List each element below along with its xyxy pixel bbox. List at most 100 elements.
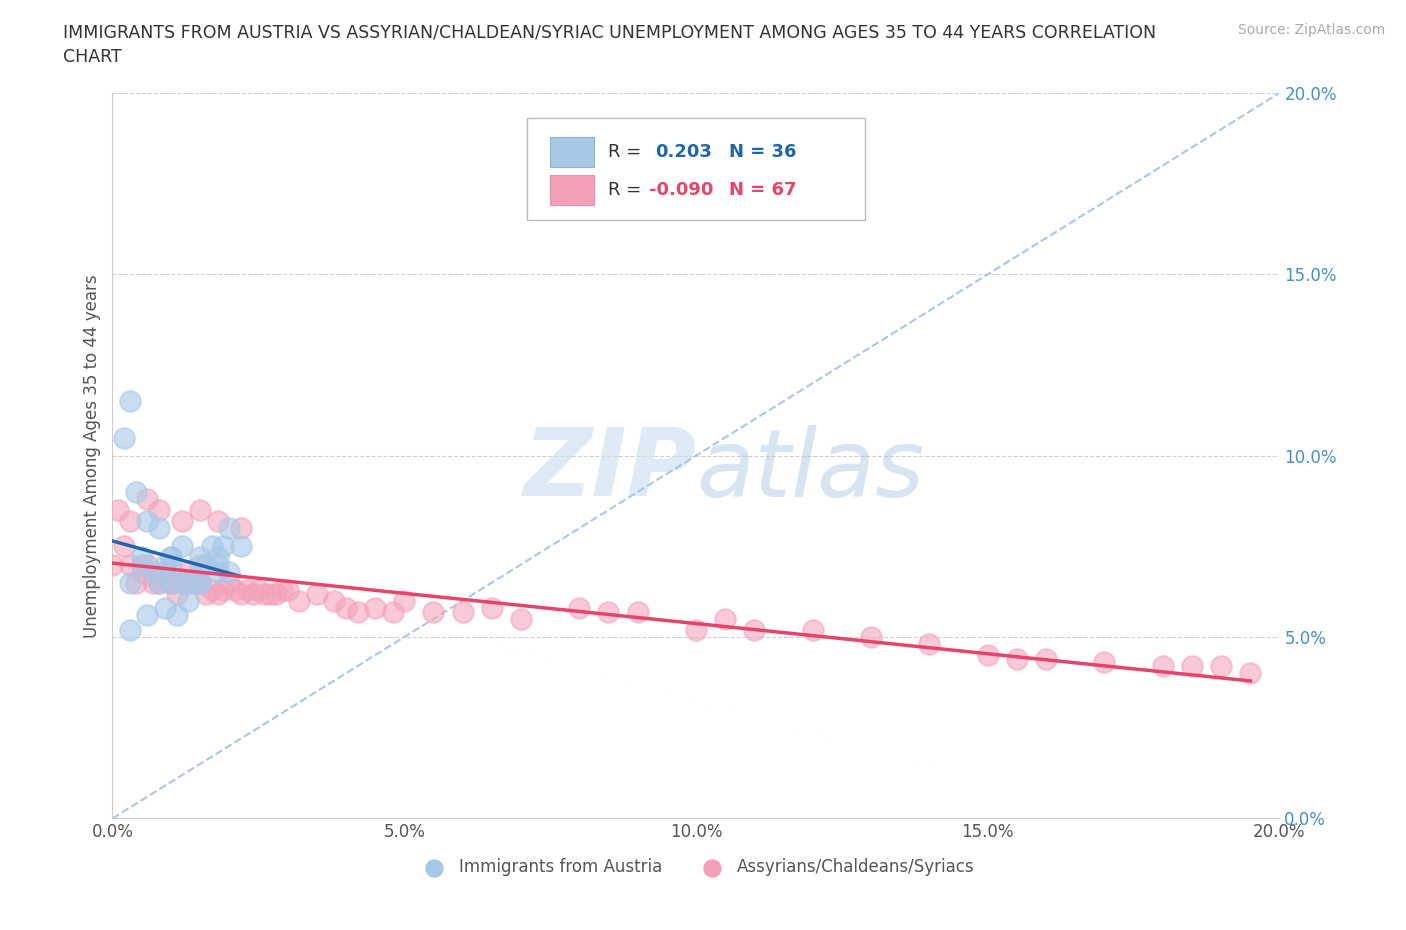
Text: ZIP: ZIP [523, 424, 696, 516]
Point [207, 586, 229, 601]
Point [131, 550, 153, 565]
Point [1181, 658, 1204, 673]
Point [685, 622, 707, 637]
Point [172, 513, 194, 528]
Point [276, 582, 298, 597]
Point [136, 557, 159, 572]
Point [148, 502, 170, 517]
Point [714, 612, 737, 627]
Point [188, 550, 211, 565]
Point [224, 582, 246, 597]
Point [860, 630, 883, 644]
Point [166, 586, 188, 601]
Point [381, 604, 404, 619]
Point [188, 502, 211, 517]
Text: CHART: CHART [63, 48, 122, 66]
Point [212, 539, 235, 554]
FancyBboxPatch shape [527, 118, 865, 220]
Point [112, 430, 135, 445]
Point [112, 539, 135, 554]
Text: -0.090: -0.090 [650, 181, 714, 199]
Y-axis label: Unemployment Among Ages 35 to 44 years: Unemployment Among Ages 35 to 44 years [83, 274, 101, 637]
Point [229, 586, 252, 601]
Point [1005, 651, 1028, 666]
Point [323, 593, 346, 608]
Point [131, 557, 153, 572]
Point [166, 608, 188, 623]
Point [305, 586, 328, 601]
Point [153, 601, 176, 616]
Point [172, 575, 194, 591]
Point [212, 582, 235, 597]
Point [118, 513, 141, 528]
Point [101, 557, 124, 572]
Point [131, 565, 153, 579]
Text: atlas: atlas [696, 425, 924, 516]
Point [160, 550, 183, 565]
Point [207, 550, 229, 565]
Point [207, 557, 229, 572]
Point [194, 557, 217, 572]
Point [160, 575, 183, 591]
Point [194, 586, 217, 601]
Point [264, 586, 287, 601]
Point [1035, 651, 1057, 666]
FancyBboxPatch shape [550, 175, 595, 206]
Point [142, 565, 165, 579]
Point [1209, 658, 1232, 673]
Point [218, 565, 240, 579]
Point [201, 539, 224, 554]
Legend: Immigrants from Austria, Assyrians/Chaldeans/Syriacs: Immigrants from Austria, Assyrians/Chald… [411, 851, 981, 883]
Point [801, 622, 824, 637]
Point [153, 557, 176, 572]
Text: N = 67: N = 67 [728, 181, 796, 199]
Point [188, 575, 211, 591]
Point [118, 575, 141, 591]
Point [136, 492, 159, 507]
Point [259, 586, 281, 601]
Point [288, 593, 311, 608]
Point [229, 539, 252, 554]
Point [183, 575, 205, 591]
Text: IMMIGRANTS FROM AUSTRIA VS ASSYRIAN/CHALDEAN/SYRIAC UNEMPLOYMENT AMONG AGES 35 T: IMMIGRANTS FROM AUSTRIA VS ASSYRIAN/CHAL… [63, 23, 1156, 41]
Point [153, 565, 176, 579]
Point [188, 575, 211, 591]
Point [107, 502, 129, 517]
Point [177, 593, 200, 608]
Point [364, 601, 387, 616]
Point [451, 604, 474, 619]
Point [118, 557, 141, 572]
Point [188, 575, 211, 591]
Point [172, 539, 194, 554]
Point [172, 575, 194, 591]
Point [1239, 666, 1261, 681]
Point [188, 557, 211, 572]
Point [207, 513, 229, 528]
Point [976, 648, 998, 663]
Text: R =: R = [609, 143, 647, 161]
Point [148, 575, 170, 591]
Point [160, 575, 183, 591]
Point [247, 582, 270, 597]
Point [118, 394, 141, 409]
Point [160, 550, 183, 565]
Point [568, 601, 591, 616]
Point [125, 575, 148, 591]
Text: Source: ZipAtlas.com: Source: ZipAtlas.com [1237, 23, 1385, 37]
Point [229, 521, 252, 536]
Point [509, 612, 531, 627]
Text: N = 36: N = 36 [728, 143, 796, 161]
Point [1152, 658, 1174, 673]
Point [136, 608, 159, 623]
Point [422, 604, 444, 619]
Point [148, 575, 170, 591]
Point [481, 601, 503, 616]
Point [627, 604, 650, 619]
Point [142, 575, 165, 591]
Point [148, 521, 170, 536]
Text: 0.203: 0.203 [655, 143, 711, 161]
Point [598, 604, 620, 619]
Point [218, 575, 240, 591]
Text: R =: R = [609, 181, 647, 199]
Point [394, 593, 416, 608]
